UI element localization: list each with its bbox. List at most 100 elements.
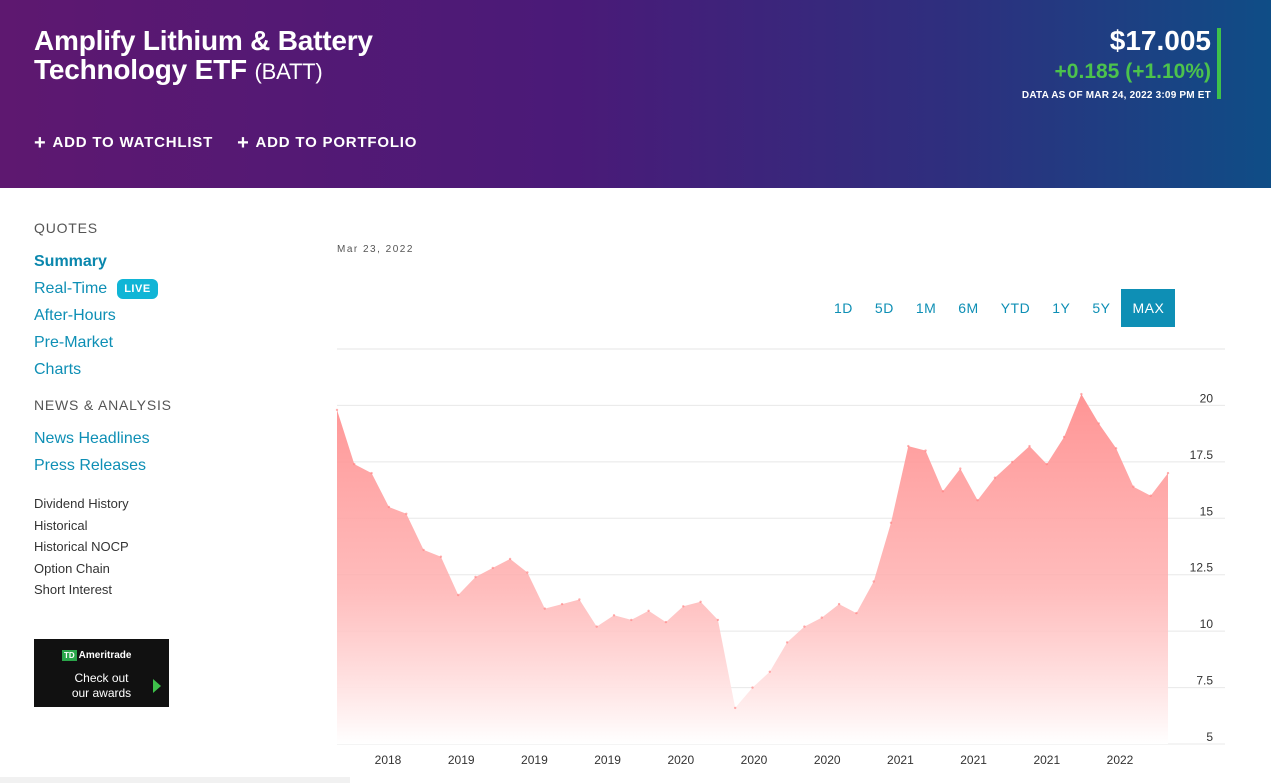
x-tick-label: 2020 (741, 753, 768, 767)
data-point (543, 607, 546, 610)
data-point (595, 625, 598, 628)
data-point (508, 557, 512, 561)
chart-date-label: Mar 23, 2022 (337, 244, 414, 255)
data-point (1080, 392, 1083, 396)
sidebar-link-label: Pre-Market (34, 333, 114, 351)
data-point (959, 467, 962, 470)
last-price: $17.005 (1109, 25, 1211, 56)
data-point (907, 444, 910, 448)
range-button-5y[interactable]: 5Y (1092, 300, 1111, 316)
data-point (682, 605, 685, 608)
range-button-1d[interactable]: 1D (834, 300, 853, 316)
x-tick-label: 2020 (667, 753, 694, 767)
data-point (612, 614, 616, 617)
y-tick-label: 15 (1200, 504, 1214, 518)
data-point (439, 555, 443, 558)
data-point (889, 521, 893, 524)
td-ameritrade-ad[interactable]: TD Ameritrade Check out our awards (34, 639, 169, 707)
quote-header: Amplify Lithium & Battery Technology ETF… (0, 0, 1271, 188)
sidebar-link-charts[interactable]: Charts (34, 356, 274, 383)
x-tick-label: 2021 (887, 753, 914, 767)
sidebar: QUOTES Summary Real-Time LIVE After-Hour… (34, 220, 274, 707)
sidebar-link-label: News Headlines (34, 429, 150, 447)
data-point (855, 611, 858, 615)
sidebar-link-historical[interactable]: Historical (34, 517, 88, 533)
ad-brand: Ameritrade (78, 650, 132, 661)
sidebar-link-real-time[interactable]: Real-Time LIVE (34, 275, 274, 302)
data-point (457, 593, 460, 597)
sidebar-link-dividend-history[interactable]: Dividend History (34, 496, 129, 511)
data-as-of: DATA AS OF MAR 24, 2022 3:09 PM ET (1021, 90, 1211, 101)
td-logo-mark: TD (62, 650, 77, 661)
data-point (474, 575, 477, 579)
header-actions: + ADD TO WATCHLIST + ADD TO PORTFOLIO (34, 133, 418, 153)
data-point (370, 471, 373, 475)
sidebar-link-historical-nocp[interactable]: Historical NOCP (34, 539, 129, 554)
x-tick-label: 2020 (814, 753, 841, 767)
x-tick-label: 2019 (594, 753, 621, 767)
td-ameritrade-logo: TD Ameritrade (62, 650, 131, 661)
data-point (1114, 447, 1118, 450)
ad-text: Check out our awards (34, 671, 169, 701)
data-point (1166, 471, 1170, 475)
x-tick-label: 2021 (1033, 753, 1060, 767)
y-axis: 5 7.5 10 12.5 15 17.5 20 (1190, 391, 1214, 744)
data-point (578, 598, 581, 601)
data-point (422, 548, 425, 552)
sidebar-link-label: Real-Time (34, 279, 108, 297)
data-point (353, 462, 356, 466)
data-point (1132, 485, 1135, 488)
data-point (872, 580, 875, 583)
ad-line-2: our awards (71, 686, 132, 700)
x-axis: 2018 2019 2019 2019 2020 2020 2020 2021 2021 2021… (375, 753, 1134, 767)
data-point (1045, 462, 1049, 466)
data-point (560, 602, 564, 606)
live-badge: LIVE (117, 278, 158, 299)
fund-title: Amplify Lithium & Battery Technology ETF… (34, 26, 454, 86)
range-button-1m[interactable]: 1M (915, 300, 937, 316)
sidebar-link-summary[interactable]: Summary (34, 248, 274, 275)
price-area-series (337, 394, 1168, 744)
range-button-1y[interactable]: 1Y (1052, 300, 1071, 316)
data-point (941, 490, 945, 493)
range-selector: 1D 5D 1M 6M YTD 1Y 5Y MAX (823, 289, 1176, 327)
add-to-watchlist-label: ADD TO WATCHLIST (52, 134, 214, 151)
x-tick-label: 2019 (521, 753, 548, 767)
sidebar-link-label: Summary (34, 252, 107, 270)
data-point (405, 512, 408, 515)
y-tick-label: 17.5 (1190, 448, 1214, 462)
range-button-ytd[interactable]: YTD (1000, 300, 1031, 316)
range-button-5d[interactable]: 5D (874, 300, 894, 316)
add-to-portfolio-label: ADD TO PORTFOLIO (255, 134, 418, 151)
data-point (751, 686, 754, 689)
sidebar-link-news-headlines[interactable]: News Headlines (34, 425, 274, 452)
y-tick-label: 20 (1200, 391, 1214, 405)
data-point (993, 476, 997, 479)
sidebar-link-after-hours[interactable]: After-Hours (34, 302, 274, 329)
chart-area-layer (335, 392, 1170, 744)
y-tick-label: 5 (1206, 730, 1213, 744)
footer-divider (0, 777, 350, 783)
x-tick-label: 2021 (960, 753, 987, 767)
range-button-max[interactable]: MAX (1121, 289, 1176, 327)
sidebar-link-press-releases[interactable]: Press Releases (34, 452, 274, 479)
news-analysis-heading: NEWS & ANALYSIS (34, 397, 172, 413)
x-tick-label: 2019 (448, 753, 475, 767)
data-point (820, 616, 823, 619)
add-to-watchlist-button[interactable]: + ADD TO WATCHLIST (34, 133, 214, 153)
quotes-heading: QUOTES (34, 220, 98, 236)
data-point (976, 499, 979, 502)
add-to-portfolio-button[interactable]: + ADD TO PORTFOLIO (237, 133, 418, 153)
data-point (1011, 460, 1014, 464)
arrow-right-icon (153, 679, 161, 693)
data-point (924, 449, 927, 452)
data-point (803, 625, 806, 628)
data-point (526, 571, 529, 574)
data-point (630, 618, 633, 622)
range-button-6m[interactable]: 6M (958, 300, 979, 316)
x-tick-label: 2018 (375, 753, 402, 767)
sidebar-link-short-interest[interactable]: Short Interest (34, 582, 113, 597)
sidebar-link-pre-market[interactable]: Pre-Market (34, 329, 274, 356)
sidebar-link-option-chain[interactable]: Option Chain (34, 560, 110, 576)
